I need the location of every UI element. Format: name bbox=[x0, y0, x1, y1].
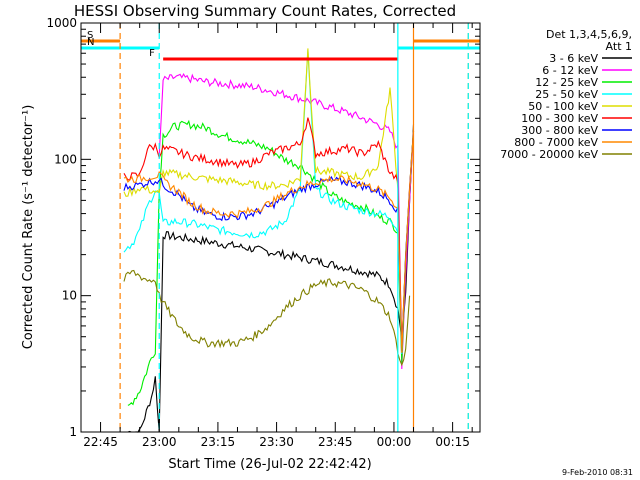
x-tick-label-0015: 00:15 bbox=[435, 435, 470, 449]
x-axis-label: Start Time (26-Jul-02 22:42:42) bbox=[168, 457, 371, 472]
legend-label-3-6-kev: 3 - 6 keV bbox=[549, 52, 598, 65]
legend-label-300-800-kev: 300 - 800 keV bbox=[521, 124, 598, 137]
series-line-300-800-kev bbox=[123, 131, 415, 352]
plot-layer: SN F bbox=[81, 23, 480, 433]
series-line-12-25-kev bbox=[127, 119, 415, 406]
chart-title: HESSI Observing Summary Count Rates, Cor… bbox=[74, 2, 456, 20]
x-tick-label-2315: 23:15 bbox=[201, 435, 236, 449]
x-tick-label-0000: 00:00 bbox=[377, 435, 412, 449]
series-line-3-6-kev bbox=[127, 124, 415, 433]
y-axis-label: Corrected Count Rate (s⁻¹ detector⁻¹) bbox=[21, 105, 36, 350]
series-line-50-100-kev bbox=[123, 48, 415, 352]
legend-label-50-100-kev: 50 - 100 keV bbox=[528, 100, 598, 113]
legend-label-25-50-kev: 25 - 50 keV bbox=[535, 88, 598, 101]
series-line-800-7000-kev bbox=[123, 131, 415, 353]
y-tick-label-1000: 1000 bbox=[46, 16, 77, 30]
legend-label-800-7000-kev: 800 - 7000 keV bbox=[514, 136, 598, 149]
x-tick-label-2300: 23:00 bbox=[142, 435, 177, 449]
legend-title-line-2: Att 1 bbox=[606, 40, 632, 53]
legend-label-6-12-kev: 6 - 12 keV bbox=[542, 64, 598, 77]
y-tick-label-1: 1 bbox=[69, 425, 77, 439]
series-line-6-12-kev bbox=[158, 72, 415, 370]
y-tick-label-10: 10 bbox=[62, 289, 77, 303]
plot-frame bbox=[80, 22, 481, 433]
legend-label-12-25-kev: 12 - 25 keV bbox=[535, 76, 598, 89]
x-tick-label-2245: 22:45 bbox=[83, 435, 118, 449]
series-line-100-300-kev bbox=[123, 117, 415, 348]
status-label-s: S bbox=[87, 30, 93, 41]
legend-label-100-300-kev: 100 - 300 keV bbox=[521, 112, 598, 125]
x-tick-label-2330: 23:30 bbox=[259, 435, 294, 449]
y-tick-label-100: 100 bbox=[54, 152, 77, 166]
x-tick-label-2345: 23:45 bbox=[318, 435, 353, 449]
legend-title-line-1: Det 1,3,4,5,6,9, bbox=[546, 28, 632, 41]
status-label-n: N bbox=[87, 37, 94, 48]
series-line-7000-20000-kev bbox=[123, 269, 411, 367]
axis-layer: 1 10 100 1000 22:45 23:00 23:15 23:30 23:45 00:00… bbox=[46, 16, 480, 449]
status-label-f: F bbox=[149, 48, 155, 59]
generated-timestamp: 9-Feb-2010 08:31 bbox=[562, 468, 633, 477]
legend-label-7000-20000-kev: 7000 - 20000 keV bbox=[500, 148, 598, 161]
series-line-25-50-kev bbox=[123, 49, 415, 355]
